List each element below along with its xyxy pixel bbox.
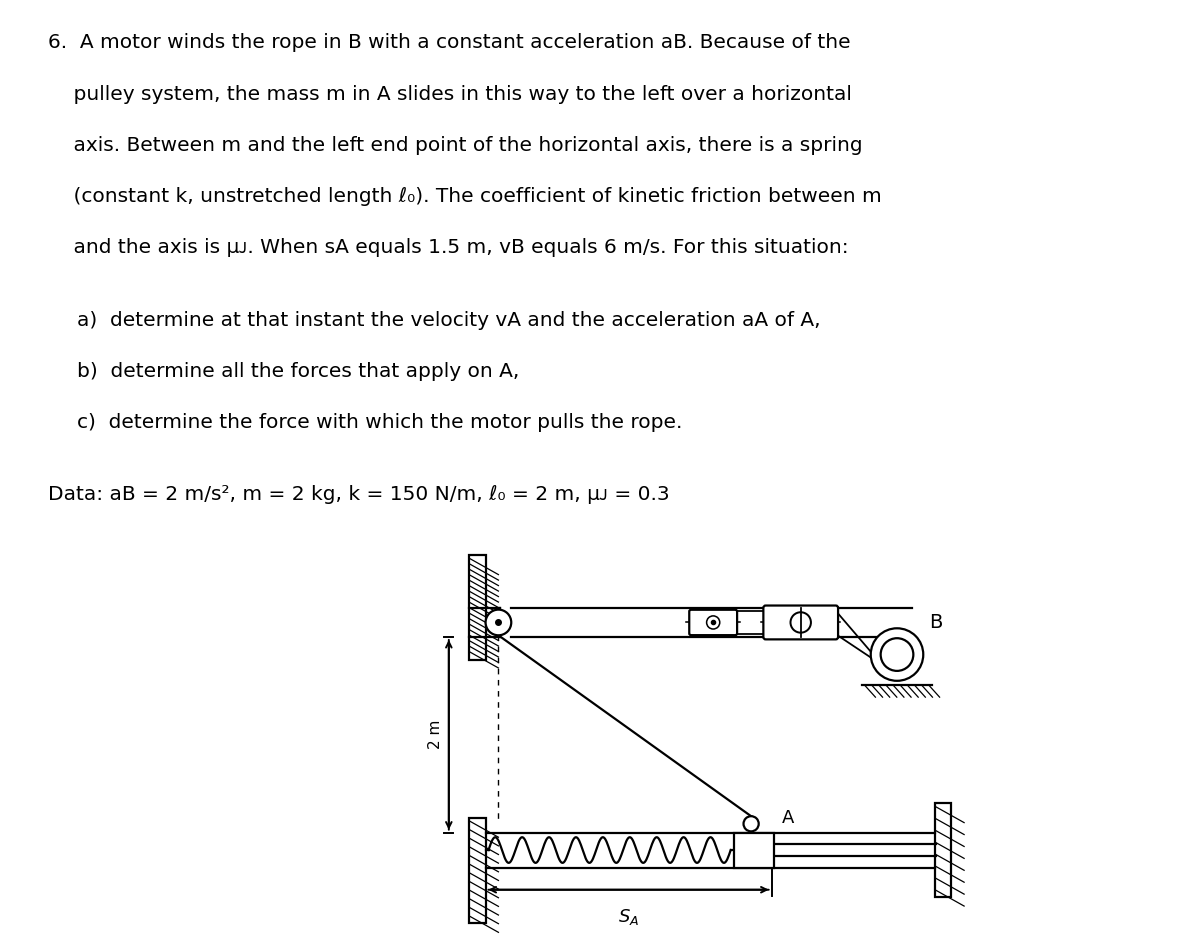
- Bar: [935, 804, 952, 897]
- Text: A: A: [781, 809, 794, 826]
- Text: 6.  A motor winds the rope in B with a constant acceleration aB. Because of the: 6. A motor winds the rope in B with a co…: [48, 33, 851, 52]
- Text: $S_A$: $S_A$: [618, 907, 640, 927]
- Text: c)  determine the force with which the motor pulls the rope.: c) determine the force with which the mo…: [77, 413, 682, 432]
- Text: B: B: [929, 613, 942, 632]
- Text: axis. Between m and the left end point of the horizontal axis, there is a spring: axis. Between m and the left end point o…: [48, 136, 863, 155]
- Text: and the axis is μᴊ. When sA equals 1.5 m, vB equals 6 m/s. For this situation:: and the axis is μᴊ. When sA equals 1.5 m…: [48, 238, 848, 257]
- Circle shape: [871, 628, 923, 681]
- Bar: [733, 832, 774, 867]
- Text: Data: aB = 2 m/s², m = 2 kg, k = 150 N/m, ℓ₀ = 2 m, μᴊ = 0.3: Data: aB = 2 m/s², m = 2 kg, k = 150 N/m…: [48, 485, 670, 504]
- Text: (constant k, unstretched length ℓ₀). The coefficient of kinetic friction between: (constant k, unstretched length ℓ₀). The…: [48, 187, 881, 206]
- FancyBboxPatch shape: [763, 605, 838, 639]
- Circle shape: [744, 816, 758, 831]
- Text: a)  determine at that instant the velocity vA and the acceleration aA of A,: a) determine at that instant the velocit…: [77, 311, 821, 330]
- Bar: [469, 818, 486, 923]
- Text: pulley system, the mass m in A slides in this way to the left over a horizontal: pulley system, the mass m in A slides in…: [48, 85, 852, 104]
- Bar: [469, 556, 486, 660]
- FancyBboxPatch shape: [689, 610, 737, 636]
- Text: 2 m: 2 m: [428, 720, 444, 750]
- Text: b)  determine all the forces that apply on A,: b) determine all the forces that apply o…: [77, 362, 520, 381]
- Circle shape: [486, 610, 511, 636]
